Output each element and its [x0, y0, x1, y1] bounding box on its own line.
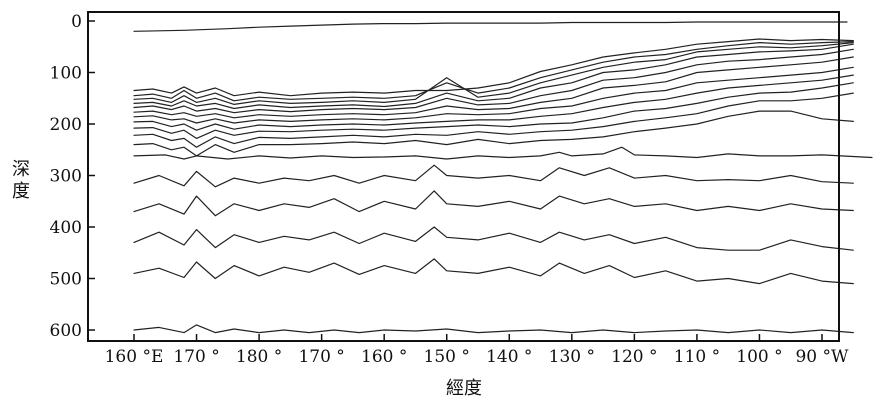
contour-line: [133, 258, 854, 285]
x-tick-label: 140 °: [486, 347, 532, 367]
x-tick-label: 160 °E: [105, 347, 164, 367]
x-tick-label: 100 °: [736, 347, 782, 367]
contour-line: [133, 66, 854, 124]
contour-line: [133, 146, 873, 160]
contour-lines: [133, 21, 873, 334]
contour-line: [133, 21, 848, 32]
y-axis: 0 100 200 300 400 500 600: [50, 12, 95, 341]
contour-line: [133, 82, 854, 139]
x-tick-label: 120 °: [611, 347, 657, 367]
y-tick-label: 500: [50, 270, 82, 290]
x-axis-title: 經度: [446, 378, 482, 399]
contour-line: [133, 41, 854, 106]
contour-line: [133, 38, 854, 97]
contour-line: [133, 164, 854, 188]
contour-line: [133, 190, 854, 217]
x-tick-label: 90 °W: [795, 347, 849, 367]
contour-line: [133, 56, 854, 119]
y-tick-label: 200: [50, 115, 82, 135]
y-tick-label: 400: [50, 218, 82, 238]
contour-line: [133, 92, 854, 148]
x-tick-label: 150 °: [424, 347, 470, 367]
x-tick-label: 180 °: [236, 347, 282, 367]
contour-line: [133, 226, 854, 251]
contour-line: [133, 324, 854, 334]
contour-line: [133, 110, 854, 157]
x-tick-label: 170 °: [298, 347, 344, 367]
contour-line: [133, 43, 854, 110]
contour-line: [133, 48, 854, 114]
y-tick-label: 0: [71, 12, 82, 32]
y-tick-label: 600: [50, 321, 82, 341]
x-tick-label: 160 °: [361, 347, 407, 367]
y-tick-label: 300: [50, 167, 82, 187]
plot-frame: [87, 11, 840, 342]
y-tick-label: 100: [50, 64, 82, 84]
x-tick-label: 130 °: [549, 347, 595, 367]
x-axis: 160 °E 170 ° 180 ° 170 ° 160 ° 150 ° 140 ° 130 …: [105, 334, 849, 367]
x-tick-label: 110 °: [674, 347, 720, 367]
contour-line: [133, 40, 854, 102]
contour-line: [133, 74, 854, 131]
x-tick-label: 170 °: [173, 347, 219, 367]
y-axis-title: 深度: [12, 159, 30, 202]
